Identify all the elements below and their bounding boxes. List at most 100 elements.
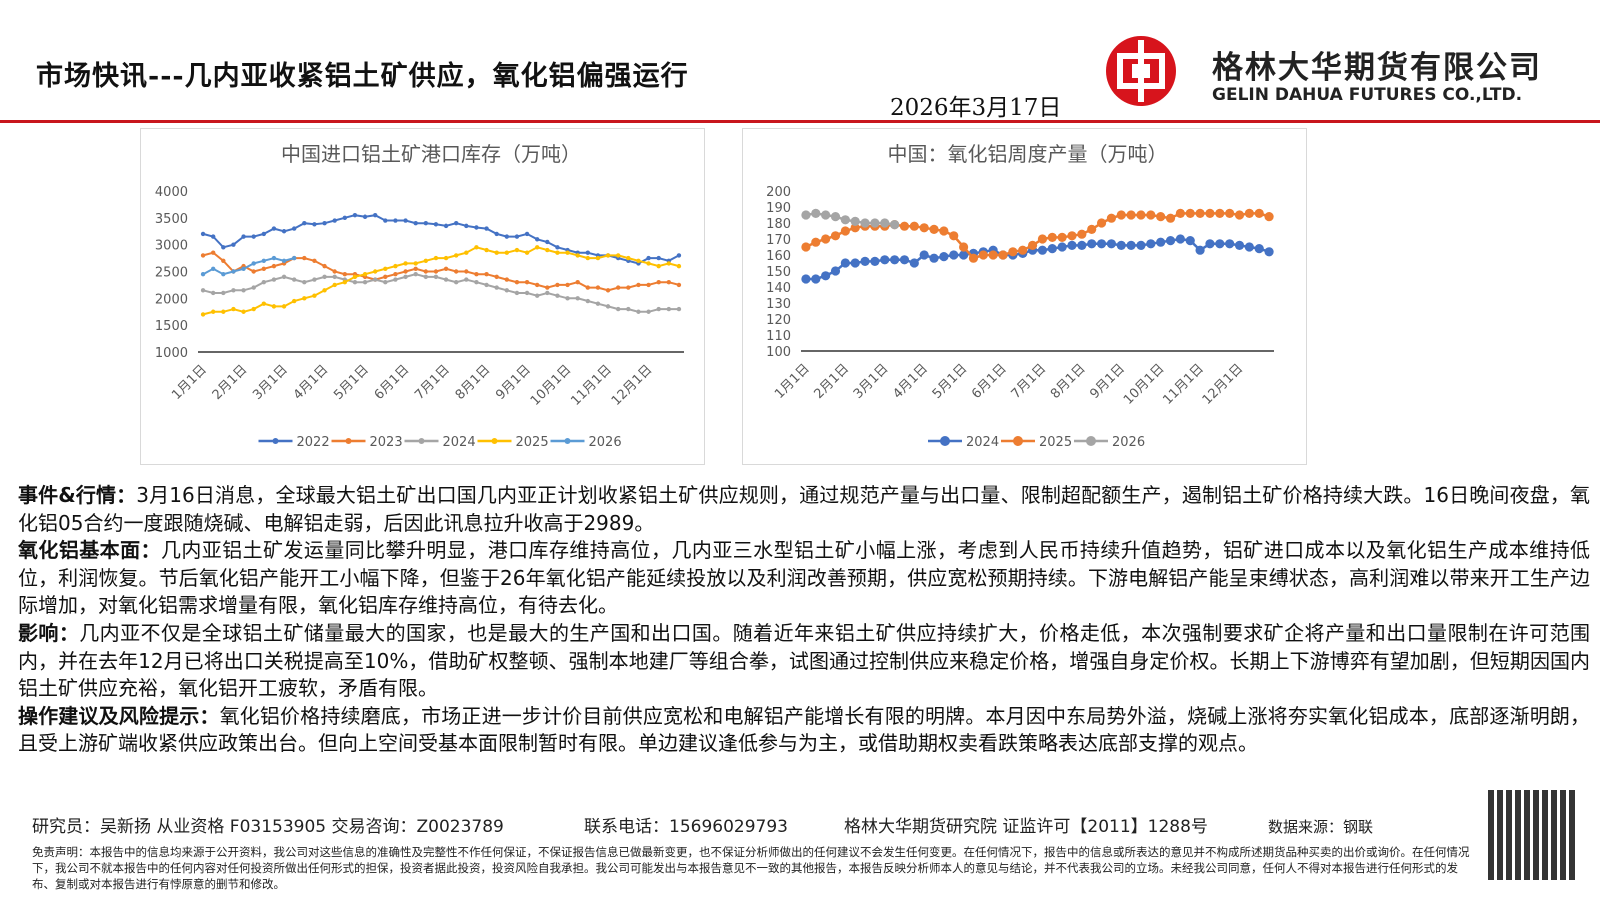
x-tick-label: 2月1日 [210,362,251,403]
data-point [939,252,949,262]
y-tick-label: 1000 [155,346,188,361]
y-tick-label: 150 [766,265,791,280]
data-point [801,210,811,220]
data-point [615,306,621,312]
x-tick-label: 12月1日 [609,362,656,409]
institute: 格林大华期货研究院 证监许可【2011】1288号 [844,817,1208,837]
data-point [342,280,348,285]
data-point [312,258,317,263]
data-point [231,242,236,247]
data-point [271,277,277,282]
phone: 联系电话：15696029793 [584,817,788,837]
chart-title: 中国进口铝土矿港口库存（万吨） [281,142,581,166]
data-point [1008,247,1018,257]
data-point [1077,240,1087,250]
header-rule [0,120,1600,123]
data-point [850,216,860,226]
data-point [595,255,601,261]
data-point [200,271,206,277]
data-point [383,218,388,223]
legend-marker [1086,436,1096,446]
x-tick-label: 7月1日 [412,362,453,403]
data-point [271,226,277,231]
data-point [464,250,469,255]
data-point [890,255,900,265]
series-line [805,212,895,226]
data-point [362,214,368,219]
data-point [646,282,651,288]
data-point [1195,208,1205,218]
y-tick-label: 4000 [155,185,188,200]
paragraph-text: 氧化铝价格持续磨底，市场正进一步计价目前供应宽松和电解铝产能增长有限的明牌。本月… [18,703,1591,756]
data-point [281,258,287,263]
data-point [958,242,969,252]
researcher: 研究员：吴新扬 从业资格 F03153905 交易咨询：Z0023789 [32,817,504,837]
data-point [1136,210,1146,220]
data-point [1244,208,1254,218]
data-point [1047,244,1057,254]
data-point [929,224,939,234]
data-point [626,285,631,290]
data-point [1126,240,1136,250]
data-point [291,226,297,231]
data-point [1018,245,1028,255]
data-point [968,253,979,263]
data-point [494,250,499,255]
x-tick-label: 5月1日 [930,361,971,402]
data-point [676,306,682,312]
data-point [545,239,550,245]
data-point [514,290,520,296]
data-point [484,271,489,277]
legend-marker [418,438,425,444]
data-point [372,269,378,274]
paragraph-label: 操作建议及风险提示： [18,703,220,728]
chart-title: 中国：氧化铝周度产量（万吨） [888,142,1168,166]
data-point [636,282,641,288]
data-point [565,296,570,301]
y-tick-label: 100 [766,345,791,360]
data-point [1165,236,1176,246]
x-tick-label: 1月1日 [772,361,813,402]
data-point [322,221,327,226]
data-point [1254,208,1264,218]
data-point [403,218,408,223]
data-point [676,282,682,288]
data-point [899,221,910,231]
x-tick-label: 7月1日 [1009,361,1050,402]
data-point [423,221,429,226]
data-point [464,277,469,282]
data-point [443,223,449,229]
y-tick-label: 3500 [155,212,188,227]
data-point [1175,234,1185,244]
data-point [200,312,206,317]
data-point [575,280,580,285]
data-point [656,263,661,269]
data-point [261,280,267,285]
data-point [251,261,256,266]
data-point [393,218,398,223]
data-point [251,234,256,239]
data-point [801,274,811,284]
data-point [890,220,900,230]
data-point [271,255,277,261]
data-point [830,212,841,222]
logo-icon [1106,36,1176,106]
data-point [342,215,348,221]
data-point [899,255,910,265]
y-tick-label: 180 [766,217,791,232]
data-point [1185,208,1195,218]
chart-panel: 中国：氧化铝周度产量（万吨） 100 110 120 130 140 150 160 170 18… [742,128,1307,465]
data-point [200,253,206,258]
data-point [595,301,601,306]
data-point [312,293,317,298]
data-point [666,280,672,285]
data-point [860,218,870,228]
y-tick-label: 160 [766,249,791,264]
paragraph: 事件&行情：3月16日消息，全球最大铝土矿出口国几内亚正计划收紧铝土矿供应规则，… [18,482,1590,537]
data-point [291,277,297,282]
data-point [221,290,226,296]
data-point [850,258,860,268]
data-point [636,258,641,263]
data-point [383,274,388,280]
data-point [413,221,418,226]
